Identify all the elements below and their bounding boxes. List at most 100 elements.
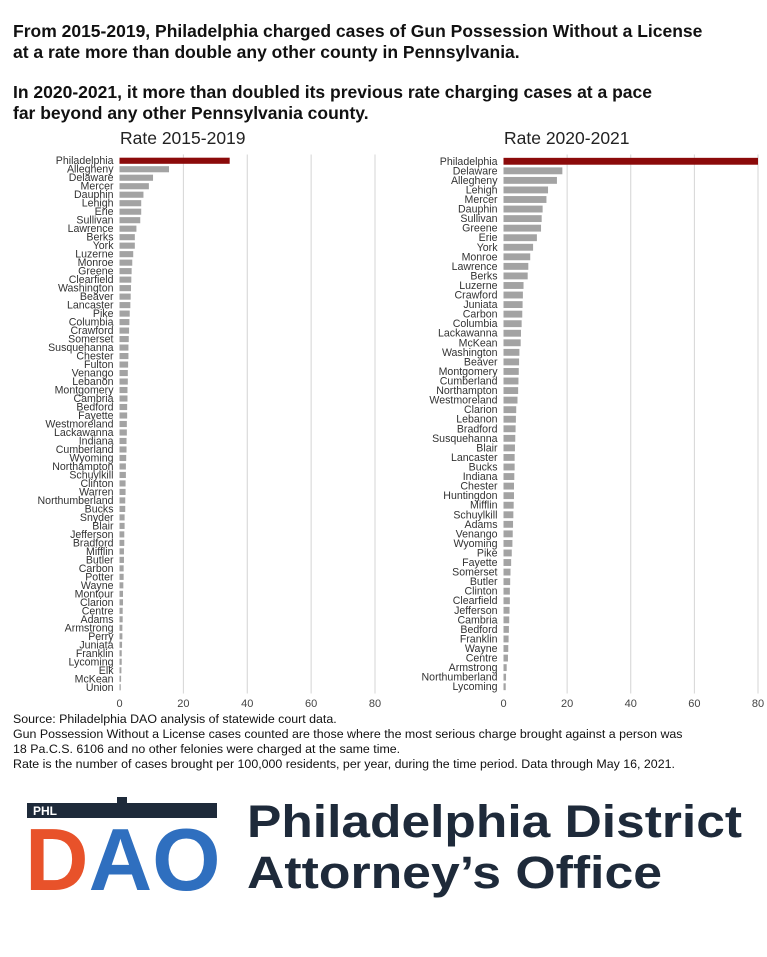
category-label: Lawrence <box>452 261 498 273</box>
bar <box>503 396 518 404</box>
category-label: Cambria <box>457 614 497 626</box>
category-label: Chester <box>76 351 114 363</box>
bar <box>503 253 531 261</box>
chart-title: Rate 2020-2021 <box>504 128 630 148</box>
bar <box>119 658 122 665</box>
category-label: Wyoming <box>69 452 113 464</box>
category-label: Clearfield <box>453 595 498 607</box>
bar <box>119 174 154 181</box>
category-label: Allegheny <box>67 164 114 176</box>
bar <box>119 412 128 419</box>
category-label: Franklin <box>76 648 114 660</box>
category-label: Union <box>86 682 114 694</box>
category-label: Bradford <box>457 423 498 435</box>
category-label: Lehigh <box>82 198 114 210</box>
bar <box>119 565 124 572</box>
category-label: Jefferson <box>70 529 113 541</box>
bar <box>503 157 758 165</box>
logo-bell-top <box>117 797 127 805</box>
bar <box>503 587 510 595</box>
category-label: Indiana <box>463 471 498 483</box>
category-label: Lancaster <box>451 452 498 464</box>
bar <box>119 302 131 309</box>
category-label: Sullivan <box>76 215 113 227</box>
bar <box>503 501 514 509</box>
category-label: Cambria <box>73 393 113 405</box>
bar <box>503 606 510 614</box>
bar <box>119 437 127 445</box>
bar <box>503 406 517 414</box>
category-label: Somerset <box>68 334 113 346</box>
category-label: Luzerne <box>459 280 497 292</box>
bar <box>503 549 512 557</box>
category-label: Monroe <box>78 257 114 269</box>
bar <box>503 578 511 586</box>
bar <box>119 336 129 343</box>
bar <box>503 262 529 270</box>
category-label: Centre <box>82 605 114 617</box>
category-label: Fayette <box>78 410 113 422</box>
bar <box>503 387 519 395</box>
category-label: Snyder <box>80 512 114 524</box>
bar <box>119 166 170 173</box>
bar <box>119 268 132 275</box>
dao-logo: PHL DAO Philadelphia District Attorney’s… <box>27 796 742 905</box>
bar <box>503 463 515 471</box>
category-label: Schuylkill <box>69 469 113 481</box>
bar <box>503 664 507 672</box>
category-label: Warren <box>79 486 113 498</box>
bar <box>119 285 131 292</box>
bar <box>119 556 124 563</box>
category-label: Beaver <box>464 356 498 368</box>
category-label: Dauphin <box>74 189 114 201</box>
bar <box>119 420 127 428</box>
category-label: Butler <box>86 554 114 566</box>
bar <box>119 183 149 190</box>
bar <box>503 272 528 280</box>
category-label: Fulton <box>84 359 114 371</box>
category-label: Cumberland <box>440 376 498 388</box>
category-label: Philadelphia <box>56 155 114 167</box>
bar <box>503 186 549 194</box>
category-label: Juniata <box>79 639 113 651</box>
bar <box>503 683 506 691</box>
bar <box>119 641 123 648</box>
bar <box>119 293 131 300</box>
category-label: Mercer <box>81 181 114 193</box>
bar <box>503 358 520 366</box>
logo-line-1: Philadelphia District <box>247 796 742 847</box>
category-label: Westmoreland <box>45 419 113 431</box>
headline-1: From 2015-2019, Philadelphia charged cas… <box>13 21 703 62</box>
category-label: Juniata <box>463 299 497 311</box>
bar <box>119 497 126 504</box>
bar <box>119 573 124 580</box>
category-label: Cumberland <box>56 444 114 456</box>
category-label: McKean <box>75 673 114 685</box>
category-label: Huntingdon <box>443 490 497 502</box>
bar <box>119 539 125 546</box>
bar <box>503 167 563 175</box>
category-label: Northampton <box>52 461 113 473</box>
bar <box>503 205 543 213</box>
category-label: Crawford <box>455 290 498 302</box>
category-label: Potter <box>85 571 114 583</box>
category-label: Pike <box>477 547 498 559</box>
category-label: McKean <box>459 337 498 349</box>
bar <box>119 369 128 377</box>
category-label: Northumberland <box>422 672 498 684</box>
bar <box>503 511 514 519</box>
category-label: Bradford <box>73 537 114 549</box>
category-label: Sullivan <box>460 213 497 225</box>
bar <box>503 559 512 566</box>
category-label: Mercer <box>465 194 498 206</box>
bar <box>119 395 128 402</box>
category-label: York <box>93 240 115 252</box>
chart-notes: Source: Philadelphia DAO analysis of sta… <box>13 712 682 772</box>
bar <box>503 645 509 652</box>
bar <box>503 635 509 643</box>
bar <box>503 377 519 385</box>
bar <box>503 616 510 624</box>
bar <box>119 522 125 529</box>
category-label: Northampton <box>436 385 497 397</box>
category-label: Carbon <box>463 309 498 321</box>
